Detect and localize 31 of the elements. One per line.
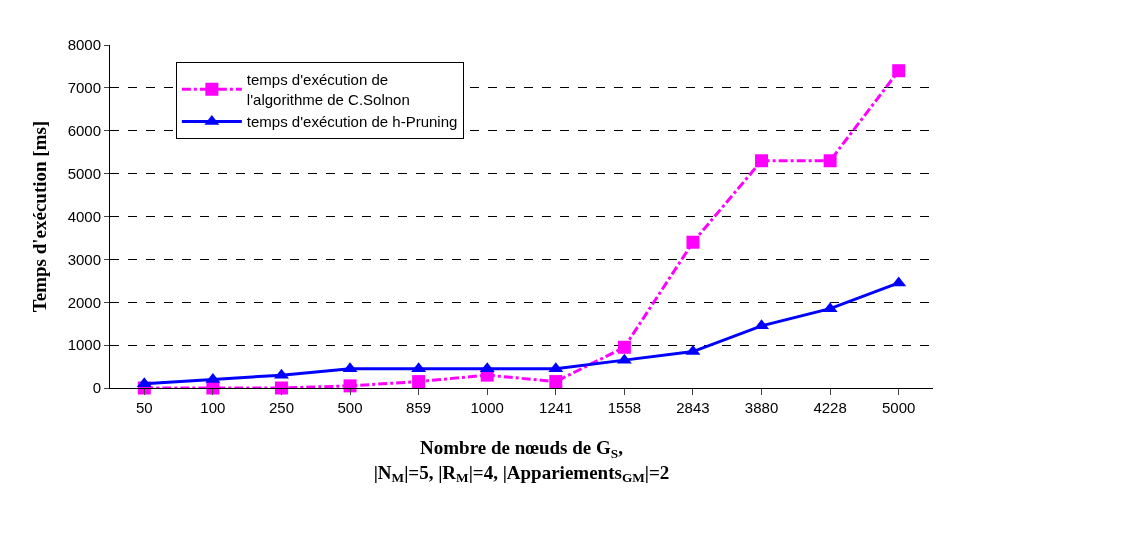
point — [892, 64, 906, 78]
y-tick-label: 2000 — [67, 293, 101, 311]
x-tick-label: 5000 — [882, 399, 916, 416]
y-tick-label: 1000 — [67, 336, 101, 354]
y-tick-label: 0 — [92, 379, 101, 397]
y-axis-title: Temps d'exécution [ms] — [29, 120, 51, 313]
point — [412, 375, 426, 389]
x-tick-label: 250 — [268, 399, 294, 416]
x-tick-label: 1000 — [470, 399, 504, 416]
x-tick-label: 2843 — [676, 399, 710, 416]
x-tick-label: 3880 — [744, 399, 779, 416]
x-tick-label: 859 — [406, 399, 432, 416]
text: Nombre de nœuds de G$_{S}$, |N$_{M}$|=5, |R$_{M}$|=4, |Appariements$_{GM}$|=2 — [373, 436, 670, 486]
x-tick-label: 1558 — [607, 399, 642, 416]
y-tick-label: 4000 — [67, 207, 101, 225]
y-tick-label: 6000 — [67, 122, 101, 139]
x-tick-label: 1241 — [539, 399, 573, 416]
point — [755, 154, 769, 168]
y-tick-label: 7000 — [67, 79, 101, 97]
x-tick-label: 50 — [135, 399, 153, 416]
point — [549, 375, 563, 389]
y-tick-label: 5000 — [67, 164, 101, 182]
legend-label: temps d'exécution de h-Pruning — [246, 113, 458, 131]
point — [617, 340, 631, 354]
x-tick-label: 100 — [200, 399, 226, 416]
y-tick-label: 8000 — [67, 36, 101, 54]
x-tick-label: 500 — [337, 399, 363, 416]
point — [823, 154, 837, 168]
point — [686, 235, 700, 249]
x-tick-label: 4228 — [813, 399, 847, 416]
y-tick-label: 3000 — [67, 250, 101, 268]
